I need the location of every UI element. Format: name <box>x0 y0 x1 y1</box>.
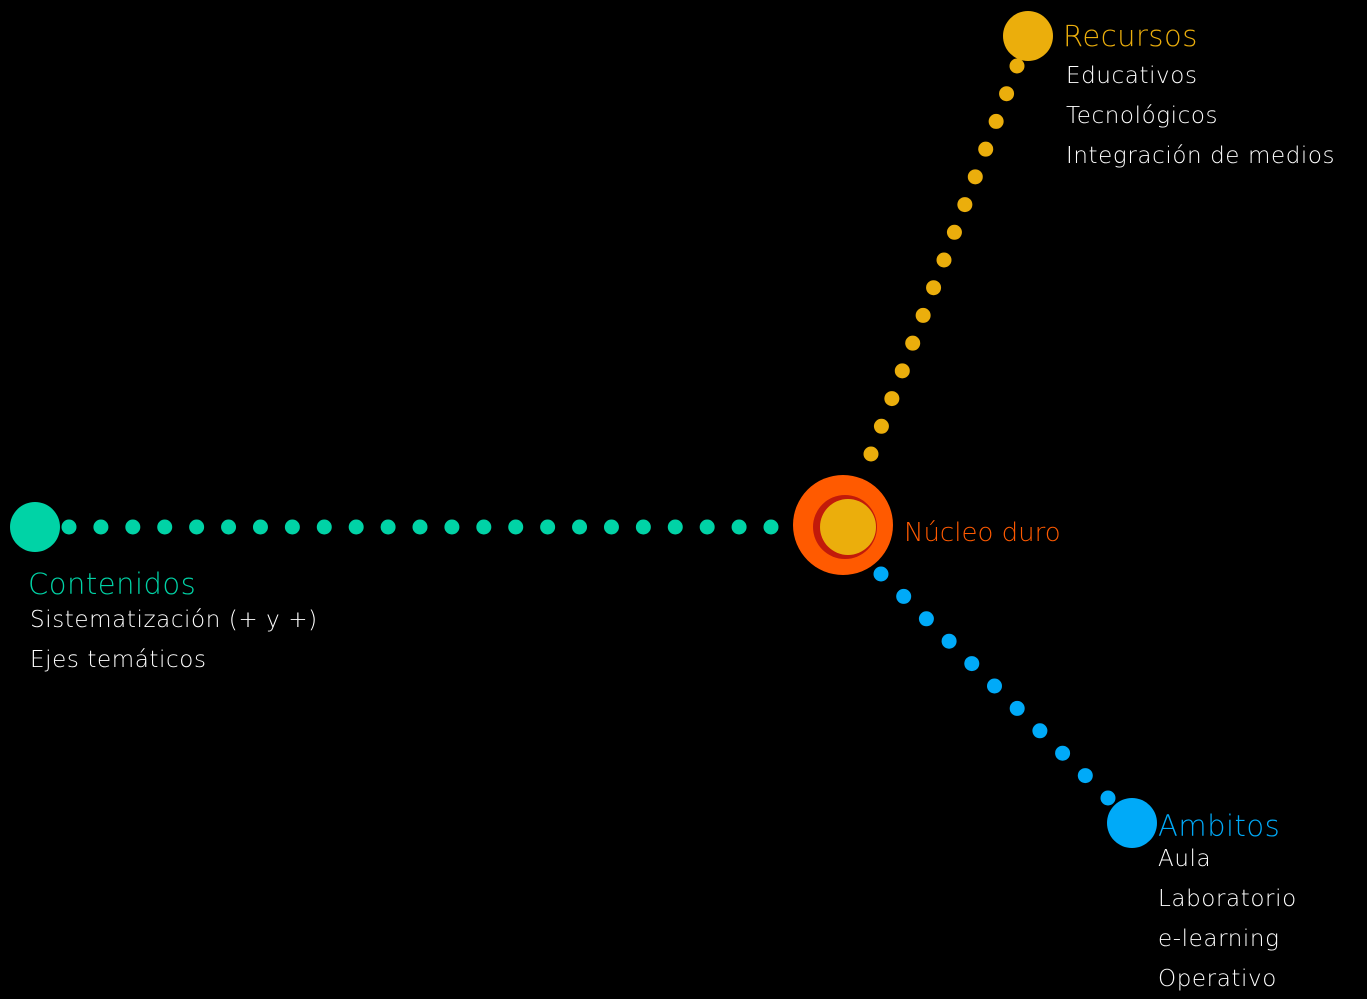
recursos-connector <box>863 58 1025 462</box>
recursos-item: Educativos <box>1066 63 1198 89</box>
contenidos-heading: Contenidos <box>28 567 197 601</box>
contenidos-connector-dot <box>380 519 396 535</box>
contenidos-connector-dot <box>763 519 779 535</box>
contenidos-connector-dot <box>667 519 683 535</box>
recursos-connector-dot <box>915 307 931 323</box>
ambitos-item: Operativo <box>1158 966 1277 992</box>
ambitos-item: Aula <box>1158 846 1212 872</box>
ambitos-heading: Ambitos <box>1158 809 1281 843</box>
ambitos-connector-dot <box>964 656 980 672</box>
recursos-connector-dot <box>884 391 900 407</box>
recursos-connector-dot <box>926 280 942 296</box>
contenidos-connector-dot <box>348 519 364 535</box>
contenidos-connector-dot <box>221 519 237 535</box>
contenidos-connector-dot <box>603 519 619 535</box>
recursos-connector-dot <box>978 141 994 157</box>
ambitos-connector-dot <box>873 566 889 582</box>
ambitos-item: Laboratorio <box>1158 886 1297 912</box>
ambitos-items: Aula Laboratorio e-learning Operativo <box>1158 839 1297 999</box>
contenidos-connector-dot <box>412 519 428 535</box>
ambitos-connector-dot <box>1009 700 1025 716</box>
contenidos-connector-dot <box>444 519 460 535</box>
ambitos-connector-dot <box>1100 790 1116 806</box>
ambitos-connector-dot <box>941 633 957 649</box>
contenidos-connector-dot <box>476 519 492 535</box>
ambitos-connector-dot <box>1055 745 1071 761</box>
contenidos-label-block: Contenidos Sistematización (+ y +) Ejes … <box>28 566 318 680</box>
ambitos-connector-dot <box>918 611 934 627</box>
recursos-connector-dot <box>1009 58 1025 74</box>
contenidos-connector-dot <box>699 519 715 535</box>
contenidos-connector-dot <box>284 519 300 535</box>
ambitos-connector-dot <box>896 588 912 604</box>
recursos-connector-dot <box>873 418 889 434</box>
contenidos-connector-dot <box>157 519 173 535</box>
contenidos-connector <box>61 519 779 535</box>
contenidos-items: Sistematización (+ y +) Ejes temáticos <box>30 600 318 680</box>
recursos-connector-dot <box>999 86 1015 102</box>
contenidos-node <box>10 502 60 552</box>
ambitos-connector <box>873 566 1116 806</box>
contenidos-item: Ejes temáticos <box>30 647 207 673</box>
ambitos-connector-dot <box>1032 723 1048 739</box>
contenidos-connector-dot <box>635 519 651 535</box>
recursos-connector-dot <box>894 363 910 379</box>
recursos-items: Educativos Tecnológicos Integración de m… <box>1066 56 1335 176</box>
core-inner-circle <box>820 499 876 555</box>
contenidos-connector-dot <box>189 519 205 535</box>
core-label: Núcleo duro <box>904 518 1061 548</box>
recursos-connector-dot <box>967 169 983 185</box>
recursos-connector-dot <box>863 446 879 462</box>
contenidos-item: Sistematización (+ y +) <box>30 607 318 633</box>
recursos-connector-dot <box>957 197 973 213</box>
contenidos-connector-dot <box>125 519 141 535</box>
ambitos-label-block: Ambitos Aula Laboratorio e-learning Oper… <box>1158 808 1297 999</box>
recursos-node <box>1003 11 1053 61</box>
contenidos-connector-dot <box>252 519 268 535</box>
contenidos-connector-dot <box>508 519 524 535</box>
recursos-connector-dot <box>905 335 921 351</box>
ambitos-connector-dot <box>1077 768 1093 784</box>
ambitos-connector-dot <box>987 678 1002 694</box>
recursos-connector-dot <box>936 252 952 268</box>
contenidos-connector-dot <box>540 519 556 535</box>
contenidos-connector-dot <box>731 519 747 535</box>
recursos-connector-dot <box>946 224 962 240</box>
ambitos-item: e-learning <box>1158 926 1280 952</box>
contenidos-connector-dot <box>316 519 332 535</box>
contenidos-connector-dot <box>572 519 588 535</box>
recursos-connector-dot <box>988 113 1004 129</box>
contenidos-connector-dot <box>93 519 109 535</box>
recursos-item: Tecnológicos <box>1066 103 1219 129</box>
contenidos-connector-dot <box>61 519 77 535</box>
ambitos-node <box>1107 798 1157 848</box>
recursos-item: Integración de medios <box>1066 143 1336 169</box>
recursos-label-block: Recursos Educativos Tecnológicos Integra… <box>1063 18 1335 176</box>
recursos-heading: Recursos <box>1063 19 1198 53</box>
